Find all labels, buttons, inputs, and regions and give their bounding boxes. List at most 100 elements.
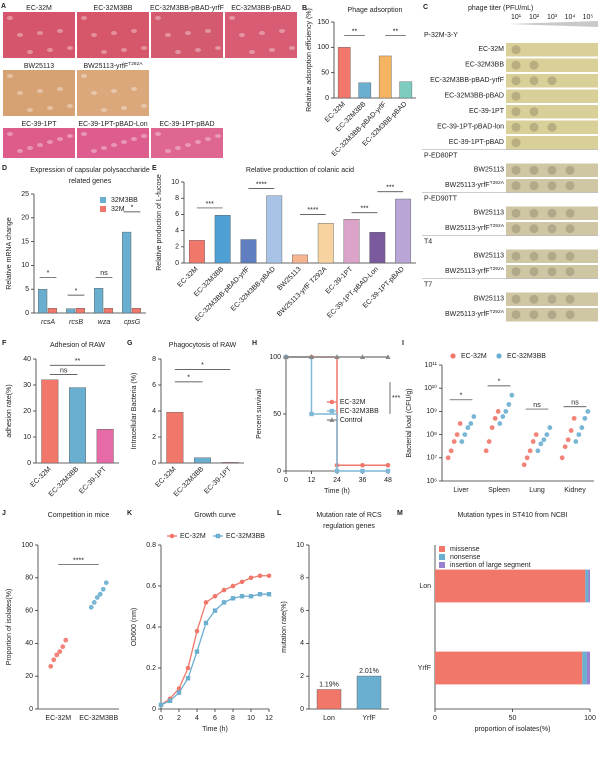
photo-label: EC-39-1PT-pBAD-Lon <box>78 121 147 128</box>
colony <box>7 16 13 20</box>
y-axis-label: Proportion of isolates(%) <box>6 589 13 666</box>
y-tick-label: 0 <box>152 460 156 467</box>
colony <box>279 29 285 33</box>
colony <box>229 16 235 20</box>
legend-swatch <box>100 206 106 212</box>
colony <box>289 46 295 50</box>
plaque <box>529 107 539 117</box>
x-tick-label: 12 <box>265 715 273 722</box>
category-label: wza <box>98 319 111 326</box>
point <box>530 439 536 444</box>
plaque <box>529 60 539 70</box>
strain-label: BW25113 <box>474 166 504 173</box>
colony <box>81 132 87 136</box>
colony <box>67 134 73 138</box>
colony <box>37 143 43 147</box>
legend-label: nonsense <box>450 554 480 561</box>
strain-label-main: BW25113-yrfF <box>445 311 490 318</box>
marker <box>194 628 200 634</box>
y-tick-label: 25 <box>21 191 29 198</box>
y-axis-label: Relative adsorption efficiency (%) <box>306 8 313 112</box>
plaque <box>565 165 575 175</box>
legend-label: 32M3BB <box>111 197 138 204</box>
category-label: rcsA <box>41 319 55 326</box>
y-tick-label: 10 <box>171 179 179 186</box>
y-tick-label: 4 <box>152 408 156 415</box>
chart-title: Expression of capsular polysaccharide <box>30 167 150 174</box>
category-label: YrfF <box>418 665 431 672</box>
colony <box>81 74 87 78</box>
y-tick-label: 10¹¹ <box>425 362 438 369</box>
significance-label: **** <box>73 558 84 565</box>
colony <box>91 91 97 95</box>
legend-label: missense <box>450 546 480 553</box>
point <box>521 462 527 468</box>
photo <box>225 12 297 58</box>
y-tick-label: 40 <box>23 356 31 363</box>
plaque-strip <box>506 206 598 220</box>
y-tick-label: 60 <box>25 607 33 614</box>
strain-label: EC-32M3BB <box>465 61 504 68</box>
significance-label: * <box>201 362 204 369</box>
plaque <box>547 208 557 218</box>
plaque <box>511 60 521 70</box>
y-tick-label: 0 <box>27 460 31 467</box>
y-tick-label: 0 <box>277 468 281 475</box>
category-label: Lung <box>529 487 545 494</box>
significance-label: **** <box>256 181 267 188</box>
significance-label: * <box>47 270 50 277</box>
x-tick-label: 10 <box>247 715 255 722</box>
panel-label: D <box>2 165 7 172</box>
colony <box>111 89 117 93</box>
colony <box>141 134 147 138</box>
y-tick-label: 8 <box>152 356 156 363</box>
marker <box>308 354 315 359</box>
bar <box>343 219 360 264</box>
strain-label: EC-39-1PT <box>469 108 505 115</box>
marker <box>385 468 391 474</box>
bar <box>93 288 104 314</box>
y-axis-label: Relative mRNA change <box>6 217 13 289</box>
point <box>500 414 506 419</box>
y-tick-label: 100 <box>21 542 33 549</box>
legend-swatch <box>439 562 445 568</box>
point <box>573 439 579 444</box>
photo <box>77 12 149 58</box>
bar <box>214 215 231 264</box>
photo-label-sup: T292A <box>128 61 143 67</box>
colony <box>37 31 43 35</box>
plaque <box>529 267 539 277</box>
y-tick-label: 0 <box>25 310 29 317</box>
colony <box>259 31 265 35</box>
point <box>579 425 585 431</box>
photo-label: BW25113 <box>24 63 54 70</box>
category-label: Spleen <box>488 487 510 494</box>
colony <box>47 106 53 110</box>
plaque-strip <box>506 74 598 88</box>
point <box>462 432 468 437</box>
y-axis-label: adhesion rate(%) <box>6 384 13 437</box>
bar <box>337 47 351 99</box>
y-tick-label: 2 <box>152 434 156 441</box>
marker <box>283 354 289 359</box>
marker <box>266 573 272 579</box>
point <box>63 637 69 643</box>
legend-label: EC-32M3BB <box>226 533 265 540</box>
strain-label-main: BW25113-yrfF <box>445 225 490 232</box>
panel-label: G <box>127 340 133 347</box>
legend-label: insertion of large segment <box>450 562 531 569</box>
marker <box>248 575 254 581</box>
marker <box>194 649 200 654</box>
colony <box>205 137 211 141</box>
plaque <box>529 76 539 86</box>
plaque <box>529 224 539 234</box>
colony <box>101 50 107 54</box>
colony <box>121 106 127 110</box>
value-label: 2.01% <box>359 668 379 675</box>
colony <box>269 48 275 52</box>
legend-swatch <box>439 546 445 552</box>
point <box>559 455 565 461</box>
significance-label: * <box>498 379 501 386</box>
plaque <box>511 208 521 218</box>
marker <box>221 587 227 593</box>
